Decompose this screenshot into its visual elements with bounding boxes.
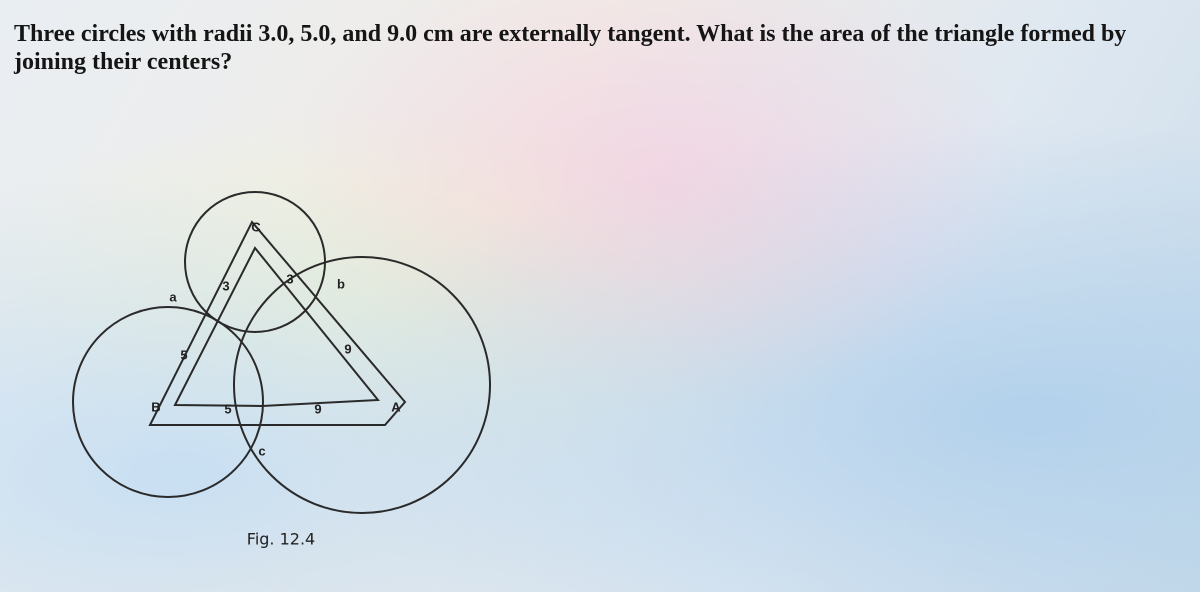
triangle-outer (148, 220, 407, 426)
circle (184, 191, 326, 333)
question: Three circles with radii 3.0, 5.0, and 9… (14, 21, 1127, 75)
figure-caption: Fig. 12.4 (247, 530, 315, 549)
figure-label: B (151, 399, 160, 414)
figure-label: b (337, 276, 345, 291)
triangle-inner (173, 246, 381, 408)
figure-label: 3 (286, 271, 293, 286)
figure-label: 9 (344, 341, 351, 356)
figure-label: a (169, 289, 177, 304)
figure-label: C (251, 219, 261, 234)
figure-label: c (258, 443, 265, 458)
diagram (72, 191, 491, 514)
figure-label: A (391, 399, 401, 414)
circle (233, 256, 491, 514)
circle (72, 306, 264, 498)
figure-label: 9 (314, 401, 321, 416)
figure-label: 5 (180, 347, 187, 362)
figure-label: 5 (224, 401, 231, 416)
figure-label: 3 (222, 278, 229, 293)
